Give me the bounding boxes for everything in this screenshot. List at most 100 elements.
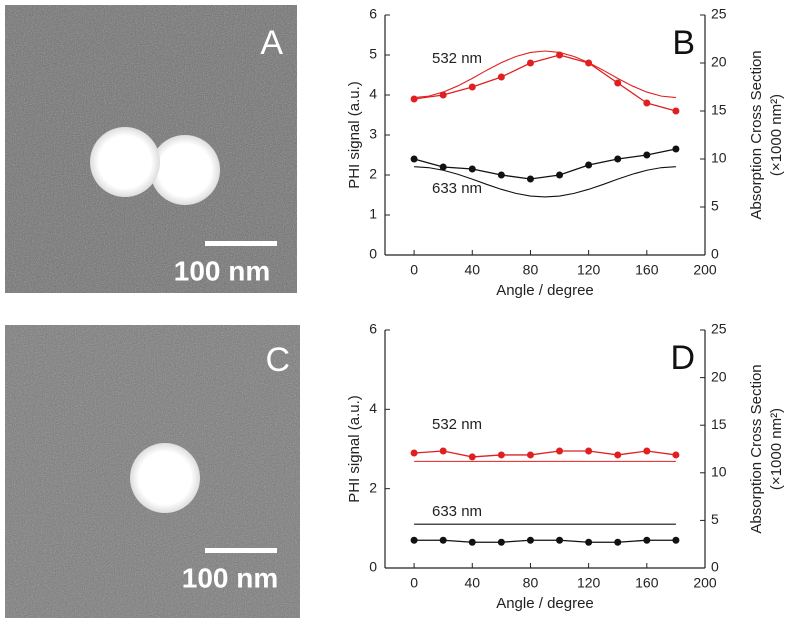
x-tick-label: 80	[523, 575, 539, 591]
y2-tick-label: 5	[711, 198, 719, 214]
series-line	[414, 54, 677, 112]
y-tick-label: 3	[369, 126, 377, 142]
y2-tick-label: 15	[711, 416, 727, 432]
x-tick-label: 200	[693, 262, 717, 278]
x-tick-label: 200	[693, 575, 717, 591]
y-tick-label: 6	[369, 321, 377, 337]
data-point	[468, 83, 476, 91]
data-point	[556, 447, 564, 455]
panel-label: D	[670, 339, 695, 377]
data-point	[614, 538, 622, 546]
data-point	[585, 538, 593, 546]
data-point	[643, 99, 651, 107]
y-tick-label: 2	[369, 166, 377, 182]
sem-image-c: C 100 nm	[5, 325, 300, 618]
data-point	[526, 451, 534, 459]
data-point	[643, 151, 651, 159]
series-label: 633 nm	[432, 503, 482, 520]
data-point	[672, 107, 680, 115]
y-tick-label: 5	[369, 46, 377, 62]
data-point	[497, 538, 505, 546]
data-point	[439, 536, 447, 544]
y2-tick-label: 0	[711, 559, 719, 575]
series-line	[414, 539, 676, 543]
data-point	[497, 451, 505, 459]
y2-axis-label: (×1000 nm²)	[768, 94, 785, 176]
data-point	[410, 155, 418, 163]
data-point	[643, 536, 651, 544]
sem-image-a: A 100 nm	[5, 5, 297, 293]
x-tick-label: 40	[464, 262, 480, 278]
y2-tick-label: 15	[711, 102, 727, 118]
y2-tick-label: 20	[711, 54, 727, 70]
y-tick-label: 6	[369, 6, 377, 22]
panel-label: B	[672, 24, 695, 62]
x-tick-label: 0	[410, 262, 418, 278]
scale-bar-label: 100 nm	[174, 255, 271, 286]
y-axis-label: PHI signal (a.u.)	[346, 81, 363, 189]
data-point	[497, 73, 505, 81]
data-point	[585, 447, 593, 455]
data-point	[410, 449, 418, 457]
x-tick-label: 120	[577, 575, 601, 591]
y2-axis-label: Absorption Cross Section	[748, 50, 765, 219]
data-point	[556, 171, 564, 179]
x-tick-label: 40	[464, 575, 480, 591]
data-point	[614, 79, 622, 87]
series-line	[414, 50, 676, 99]
panel-label: C	[265, 341, 290, 379]
y-tick-label: 1	[369, 206, 377, 222]
y-axis-label: PHI signal (a.u.)	[346, 395, 363, 503]
data-point	[497, 171, 505, 179]
series-label: 532 nm	[432, 50, 482, 67]
data-point	[468, 165, 476, 173]
data-point	[410, 95, 418, 103]
data-point	[526, 175, 534, 183]
panel-label: A	[260, 24, 283, 62]
y-tick-label: 2	[369, 479, 377, 495]
data-point	[526, 536, 534, 544]
data-point	[614, 451, 622, 459]
x-tick-label: 160	[635, 575, 659, 591]
series-line	[414, 450, 676, 458]
y2-tick-label: 5	[711, 511, 719, 527]
series-line	[414, 166, 676, 198]
series-line	[413, 148, 677, 180]
y2-axis-label: (×1000 nm²)	[768, 408, 785, 490]
y2-tick-label: 10	[711, 464, 727, 480]
data-point	[585, 161, 593, 169]
y2-tick-label: 25	[711, 6, 727, 22]
data-point	[672, 145, 680, 153]
y2-tick-label: 10	[711, 150, 727, 166]
x-tick-label: 0	[410, 575, 418, 591]
x-axis-label: Angle / degree	[496, 595, 594, 612]
x-tick-label: 80	[523, 262, 539, 278]
data-point	[672, 451, 680, 459]
series-label: 532 nm	[432, 416, 482, 433]
y2-tick-label: 0	[711, 246, 719, 262]
data-point	[439, 447, 447, 455]
y-tick-label: 4	[369, 86, 377, 102]
data-point	[439, 163, 447, 171]
x-tick-label: 120	[577, 262, 601, 278]
x-tick-label: 160	[635, 262, 659, 278]
data-point	[468, 538, 476, 546]
y2-axis-label: Absorption Cross Section	[748, 364, 765, 533]
data-point	[526, 59, 534, 67]
x-axis-label: Angle / degree	[496, 282, 594, 299]
data-point	[556, 536, 564, 544]
y2-tick-label: 25	[711, 321, 727, 337]
data-point	[439, 91, 447, 99]
series-label: 633 nm	[432, 180, 482, 197]
y-tick-label: 4	[369, 400, 377, 416]
scale-bar-label: 100 nm	[182, 562, 279, 593]
data-point	[614, 155, 622, 163]
data-point	[468, 453, 476, 461]
y2-tick-label: 20	[711, 368, 727, 384]
data-point	[410, 536, 418, 544]
data-point	[643, 447, 651, 455]
y-tick-label: 0	[369, 559, 377, 575]
y-tick-label: 0	[369, 246, 377, 262]
data-point	[672, 536, 680, 544]
